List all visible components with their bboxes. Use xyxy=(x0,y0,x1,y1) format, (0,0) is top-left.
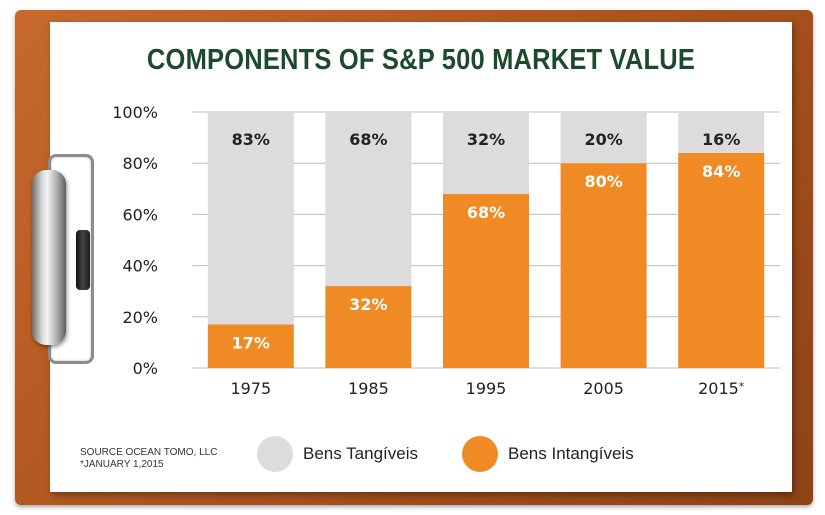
bar-intangible xyxy=(443,193,529,368)
bar-tangible xyxy=(443,112,529,194)
y-tick-label: 60% xyxy=(122,205,158,224)
legend-item-intangible: Bens Intangíveis xyxy=(462,436,634,472)
bar-intangible xyxy=(325,286,412,368)
bar-intangible xyxy=(207,324,294,368)
x-tick-label: 1985 xyxy=(348,379,389,398)
bar-intangible xyxy=(678,152,765,368)
bar-label-intangible: 32% xyxy=(349,295,387,314)
x-tick-label: 2005 xyxy=(583,379,624,398)
bar-intangible xyxy=(560,163,647,368)
legend-item-tangible: Bens Tangíveis xyxy=(257,436,418,472)
x-tick-label: 2015* xyxy=(698,379,745,398)
y-tick-label: 100% xyxy=(112,103,158,122)
y-tick-label: 0% xyxy=(133,359,158,378)
source-line-1: SOURCE OCEAN TOMO, LLC xyxy=(80,447,218,458)
legend-label-tangible: Bens Tangíveis xyxy=(303,444,418,463)
bar-tangible xyxy=(207,112,294,325)
source-line-2: *JANUARY 1,2015 xyxy=(80,459,164,470)
chart-title: COMPONENTS OF S&P 500 MARKET VALUE xyxy=(146,44,696,76)
legend-swatch-tangible xyxy=(257,436,293,472)
bar-label-tangible: 20% xyxy=(584,130,622,149)
bar-label-intangible: 80% xyxy=(584,172,622,191)
bar-tangible xyxy=(678,112,765,153)
bar-label-tangible: 32% xyxy=(467,130,505,149)
clip-lever xyxy=(76,230,90,290)
y-tick-label: 20% xyxy=(122,308,158,327)
bar-label-intangible: 68% xyxy=(467,203,505,222)
clipboard-clip xyxy=(28,152,98,364)
bar-label-tangible: 68% xyxy=(349,130,387,149)
bar-label-intangible: 17% xyxy=(232,333,270,352)
x-tick-label: 1995 xyxy=(466,379,507,398)
y-tick-label: 40% xyxy=(122,257,158,276)
source-note: SOURCE OCEAN TOMO, LLC *JANUARY 1,2015 xyxy=(80,447,217,471)
bar-label-tangible: 83% xyxy=(232,130,270,149)
x-tick-label: 1975 xyxy=(230,379,271,398)
legend-swatch-intangible xyxy=(462,436,498,472)
y-tick-label: 80% xyxy=(122,154,158,173)
bar-tangible xyxy=(560,112,647,164)
legend-label-intangible: Bens Intangíveis xyxy=(508,444,634,463)
clip-cylinder xyxy=(32,170,66,345)
bar-label-intangible: 84% xyxy=(702,162,740,181)
chart-paper xyxy=(50,22,792,492)
bar-label-tangible: 16% xyxy=(702,130,740,149)
bar-tangible xyxy=(325,112,412,287)
